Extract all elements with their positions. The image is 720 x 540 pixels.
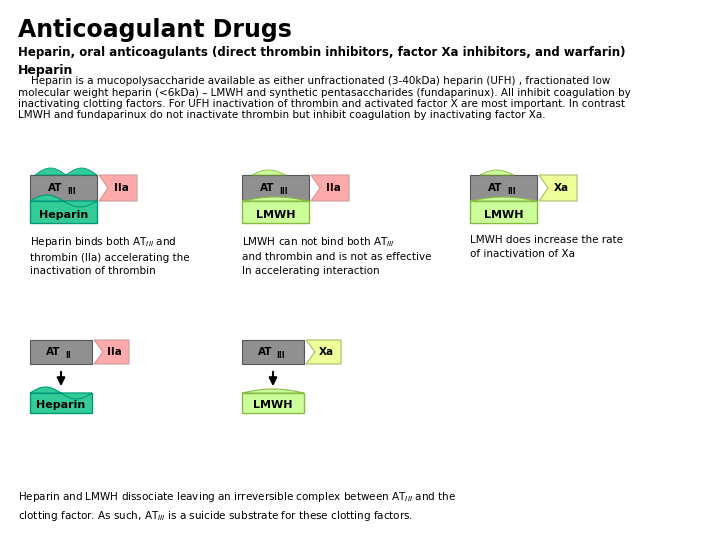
Text: Heparin is a mucopolysaccharide available as either unfractionated (3-40kDa) hep: Heparin is a mucopolysaccharide availabl…	[18, 76, 611, 86]
Text: IIa: IIa	[325, 183, 341, 193]
FancyBboxPatch shape	[242, 393, 304, 413]
Polygon shape	[480, 170, 513, 175]
FancyBboxPatch shape	[30, 201, 97, 223]
Polygon shape	[242, 197, 309, 201]
Text: LMWH: LMWH	[256, 210, 295, 220]
Text: LMWH does increase the rate
of inactivation of Xa: LMWH does increase the rate of inactivat…	[470, 235, 623, 259]
Text: LMWH can not bind both AT$_{III}$
and thrombin and is not as effective
In accele: LMWH can not bind both AT$_{III}$ and th…	[242, 235, 431, 276]
Text: AT: AT	[260, 183, 275, 193]
FancyBboxPatch shape	[470, 201, 537, 223]
Text: Heparin: Heparin	[37, 400, 86, 410]
FancyBboxPatch shape	[30, 340, 92, 364]
Text: LMWH: LMWH	[484, 210, 523, 220]
Polygon shape	[30, 387, 92, 399]
Text: AT: AT	[488, 183, 503, 193]
Text: AT: AT	[46, 347, 60, 357]
Text: AT: AT	[48, 183, 63, 193]
Polygon shape	[242, 389, 304, 393]
Polygon shape	[470, 197, 537, 201]
Text: III: III	[279, 186, 288, 195]
Polygon shape	[539, 175, 577, 201]
Text: Anticoagulant Drugs: Anticoagulant Drugs	[18, 18, 292, 42]
FancyBboxPatch shape	[470, 175, 537, 201]
Polygon shape	[306, 340, 341, 364]
Text: III: III	[67, 186, 76, 195]
FancyBboxPatch shape	[30, 175, 97, 201]
Polygon shape	[252, 170, 286, 175]
Polygon shape	[30, 195, 97, 207]
Text: Xa: Xa	[554, 183, 569, 193]
Text: IIa: IIa	[107, 347, 122, 357]
Text: III: III	[507, 186, 516, 195]
Text: IIa: IIa	[114, 183, 128, 193]
Text: II: II	[66, 350, 71, 360]
FancyBboxPatch shape	[242, 175, 309, 201]
Text: LMWH: LMWH	[253, 400, 293, 410]
Polygon shape	[311, 175, 349, 201]
Text: Xa: Xa	[319, 347, 334, 357]
FancyBboxPatch shape	[242, 201, 309, 223]
Text: molecular weight heparin (<6kDa) – LMWH and synthetic pentasaccharides (fundapar: molecular weight heparin (<6kDa) – LMWH …	[18, 87, 631, 98]
Text: Heparin: Heparin	[39, 210, 88, 220]
Text: inactivating clotting factors. For UFH inactivation of thrombin and activated fa: inactivating clotting factors. For UFH i…	[18, 99, 625, 109]
Text: Heparin binds both AT$_{III}$ and
thrombin (IIa) accelerating the
inactivation o: Heparin binds both AT$_{III}$ and thromb…	[30, 235, 189, 276]
Polygon shape	[99, 175, 137, 201]
Text: Heparin and LMWH dissociate leaving an irreversible complex between AT$_{III}$ a: Heparin and LMWH dissociate leaving an i…	[18, 490, 456, 523]
FancyBboxPatch shape	[30, 393, 92, 413]
FancyBboxPatch shape	[242, 340, 304, 364]
Text: AT: AT	[258, 347, 273, 357]
Polygon shape	[35, 168, 97, 175]
Text: III: III	[276, 350, 284, 360]
Text: Heparin, oral anticoagulants (direct thrombin inhibitors, factor Xa inhibitors, : Heparin, oral anticoagulants (direct thr…	[18, 46, 626, 59]
Text: LMWH and fundaparinux do not inactivate thrombin but inhibit coagulation by inac: LMWH and fundaparinux do not inactivate …	[18, 111, 546, 120]
Polygon shape	[94, 340, 129, 364]
Text: Heparin: Heparin	[18, 64, 73, 77]
